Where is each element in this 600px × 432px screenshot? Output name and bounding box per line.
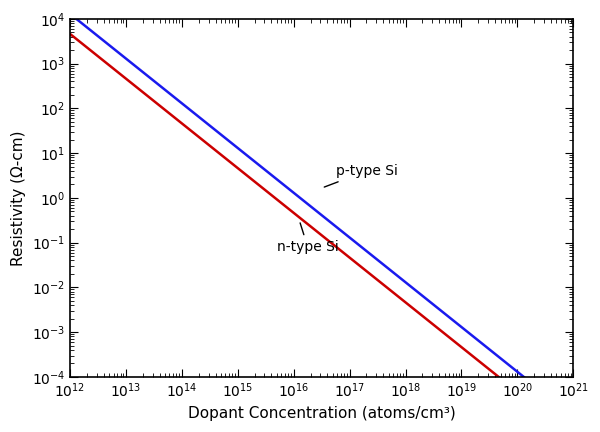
X-axis label: Dopant Concentration (atoms/cm³): Dopant Concentration (atoms/cm³) bbox=[188, 406, 455, 421]
Y-axis label: Resistivity (Ω-cm): Resistivity (Ω-cm) bbox=[11, 130, 26, 266]
Text: n-type Si: n-type Si bbox=[277, 223, 338, 254]
Text: p-type Si: p-type Si bbox=[324, 164, 398, 187]
